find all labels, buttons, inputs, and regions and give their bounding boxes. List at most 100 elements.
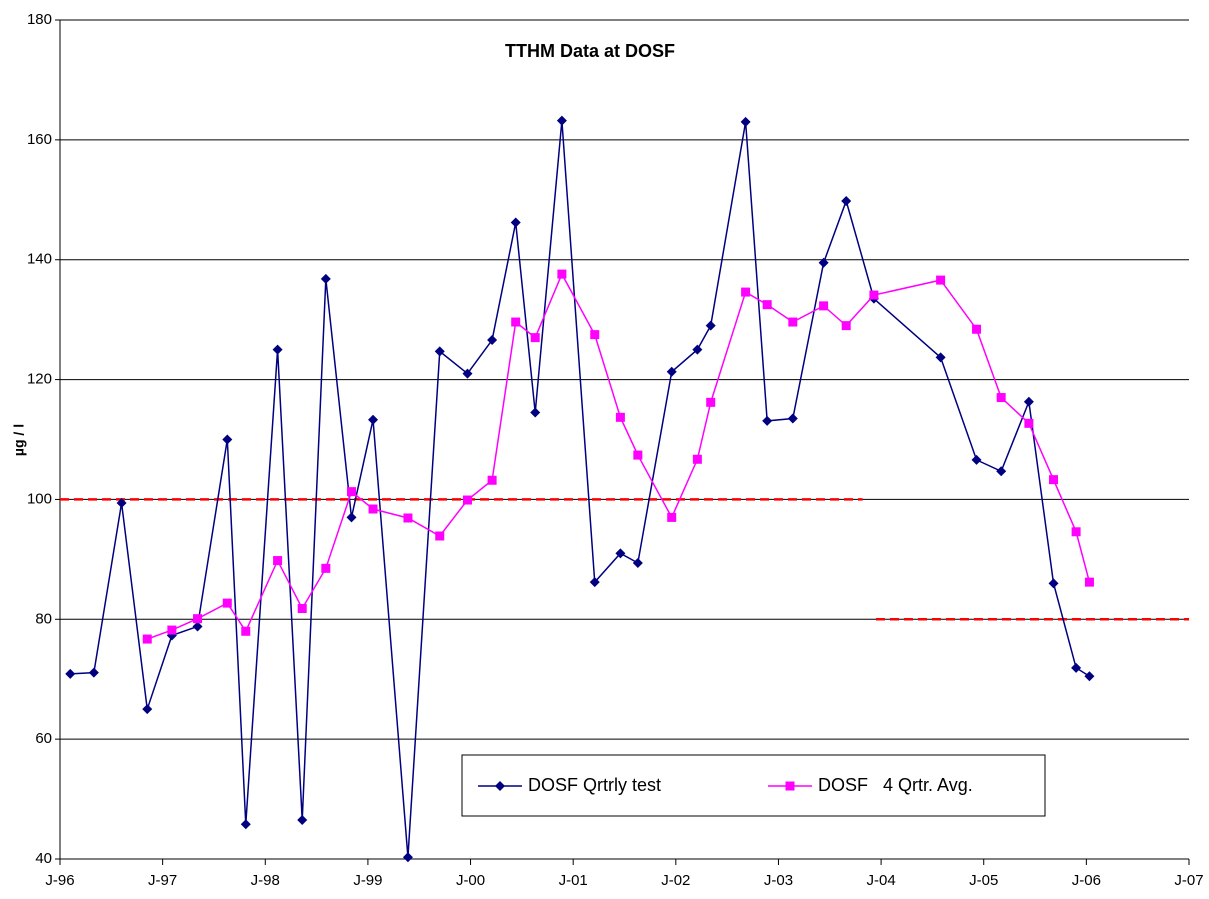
point <box>1023 396 1034 407</box>
point <box>88 667 99 678</box>
point <box>402 852 413 863</box>
series-line <box>70 120 1090 858</box>
x-tick-label: J-05 <box>969 872 998 889</box>
point <box>434 346 445 357</box>
point <box>65 668 76 679</box>
point <box>193 614 203 624</box>
x-tick-label: J-01 <box>559 872 588 889</box>
y-tick-label: 120 <box>27 371 52 388</box>
chart-title: TTHM Data at DOSF <box>505 41 675 61</box>
point <box>1048 578 1059 589</box>
point <box>996 466 1007 477</box>
point <box>741 287 751 297</box>
point <box>996 393 1006 403</box>
point <box>557 269 567 279</box>
point <box>321 563 331 573</box>
point <box>116 498 127 509</box>
point <box>142 704 153 715</box>
point <box>590 330 600 340</box>
point <box>487 335 498 346</box>
point <box>320 273 331 284</box>
point <box>633 450 643 460</box>
point <box>192 621 203 632</box>
point <box>762 415 773 426</box>
point <box>632 557 643 568</box>
x-tick-label: J-03 <box>764 872 793 889</box>
point <box>971 454 982 465</box>
point <box>818 257 829 268</box>
y-tick-label: 40 <box>35 850 52 867</box>
point <box>762 300 772 310</box>
point <box>530 333 540 343</box>
point <box>495 781 505 791</box>
point <box>589 577 600 588</box>
point <box>368 414 379 425</box>
y-tick-label: 140 <box>27 251 52 268</box>
legend-label: DOSF Qrtrly test <box>528 775 661 795</box>
y-tick-label: 180 <box>27 11 52 28</box>
x-tick-label: J-02 <box>661 872 690 889</box>
point <box>841 195 852 206</box>
x-tick-label: J-98 <box>251 872 280 889</box>
point <box>935 352 946 363</box>
point <box>556 115 567 126</box>
point <box>667 512 677 522</box>
point <box>222 598 232 608</box>
y-tick-label: 60 <box>35 730 52 747</box>
point <box>1071 662 1082 673</box>
point <box>972 324 982 334</box>
point <box>142 634 152 644</box>
x-tick-label: J-00 <box>456 872 485 889</box>
x-tick-label: J-07 <box>1174 872 1203 889</box>
point <box>167 625 177 635</box>
y-tick-label: 80 <box>35 610 52 627</box>
x-tick-label: J-96 <box>45 872 74 889</box>
point <box>462 495 472 505</box>
point <box>368 504 378 514</box>
point <box>1024 418 1034 428</box>
point <box>1049 475 1059 485</box>
point <box>462 368 473 379</box>
x-tick-label: J-04 <box>866 872 895 889</box>
point <box>510 217 521 228</box>
legend: DOSF Qrtrly test DOSF 4 Qrtr. Avg. <box>461 754 1046 817</box>
point <box>615 412 625 422</box>
x-tick-label: J-06 <box>1072 872 1101 889</box>
point <box>869 290 879 300</box>
series-line <box>146 272 1091 640</box>
point <box>819 301 829 311</box>
point <box>241 626 251 636</box>
y-axis-label: µg / l <box>11 424 27 456</box>
point <box>346 487 356 497</box>
legend-box <box>461 754 1046 817</box>
point <box>297 603 307 613</box>
point <box>692 454 702 464</box>
point <box>346 512 357 523</box>
x-tick-label: J-99 <box>353 872 382 889</box>
point <box>1071 527 1081 537</box>
point <box>240 819 251 830</box>
point <box>841 321 851 331</box>
point <box>511 317 521 327</box>
point <box>403 513 413 523</box>
x-tick-label: J-97 <box>148 872 177 889</box>
point <box>740 116 751 127</box>
point <box>706 397 716 407</box>
legend-label: DOSF 4 Qrtr. Avg. <box>818 775 973 795</box>
point <box>530 407 541 418</box>
point <box>222 434 233 445</box>
y-tick-label: 100 <box>27 490 52 507</box>
point <box>273 556 283 566</box>
point <box>272 344 283 355</box>
point <box>435 531 445 541</box>
point <box>788 317 798 327</box>
point <box>705 320 716 331</box>
point <box>297 815 308 826</box>
y-tick-label: 160 <box>27 131 52 148</box>
point <box>787 413 798 424</box>
point <box>1084 671 1095 682</box>
point <box>615 548 626 559</box>
point <box>666 366 677 377</box>
point <box>936 275 946 285</box>
